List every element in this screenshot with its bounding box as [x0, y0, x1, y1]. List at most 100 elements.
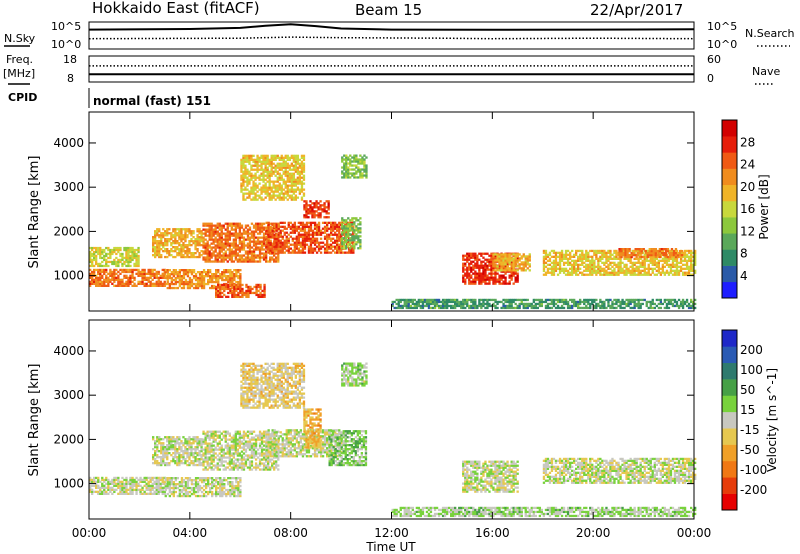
heat-cell — [137, 264, 140, 268]
heat-cell — [296, 188, 300, 191]
heat-cell — [617, 257, 620, 260]
heat-cell — [113, 278, 116, 281]
heat-cell — [127, 258, 130, 262]
heat-cell — [260, 192, 263, 195]
heat-cell — [325, 200, 328, 203]
heat-cell — [674, 254, 678, 257]
heat-cell — [239, 289, 242, 293]
heat-cell — [544, 265, 548, 268]
heat-cell — [353, 174, 356, 177]
heat-cell — [182, 280, 186, 284]
heat-cell — [208, 230, 211, 233]
heat-cell — [687, 257, 691, 260]
heat-cell — [256, 168, 259, 171]
heat-cell — [435, 300, 439, 304]
heat-cell — [552, 269, 556, 272]
heat-cell — [265, 221, 268, 224]
heat-cell — [164, 250, 167, 253]
heat-cell — [237, 271, 240, 274]
heat-cell — [514, 261, 517, 264]
noise-right-bottom: 10^0 — [707, 38, 737, 51]
heat-cell — [341, 219, 344, 222]
heat-cell — [109, 490, 112, 493]
heat-cell — [542, 273, 546, 276]
heat-cell — [290, 188, 294, 191]
heat-cell — [271, 251, 274, 254]
heat-cell — [618, 250, 621, 253]
heat-cell — [182, 282, 186, 286]
heat-cell — [587, 267, 590, 270]
heat-cell — [178, 230, 181, 233]
heat-cell — [603, 263, 606, 266]
heat-cell — [107, 256, 110, 260]
heat-cell — [184, 232, 187, 235]
heat-cell — [294, 162, 298, 165]
heat-cell — [313, 210, 316, 213]
heat-cell — [206, 222, 209, 225]
heat-cell — [637, 269, 640, 272]
heat-cell — [152, 248, 155, 251]
heat-cell — [121, 482, 124, 485]
heat-cell — [280, 184, 283, 187]
heat-cell — [315, 210, 318, 213]
heat-cell — [593, 267, 596, 270]
heat-cell — [655, 265, 659, 268]
heat-cell — [488, 264, 491, 267]
heat-cell — [448, 298, 451, 302]
heat-cell — [184, 240, 187, 243]
heat-cell — [273, 258, 276, 261]
heat-cell — [480, 260, 483, 263]
heat-cell — [271, 223, 274, 226]
heat-cell — [663, 298, 667, 302]
heat-cell — [233, 291, 236, 295]
heat-cell — [268, 174, 271, 177]
heat-cell — [546, 253, 550, 256]
heat-cell — [274, 198, 277, 201]
heat-cell — [290, 182, 294, 185]
heat-cell — [685, 273, 689, 276]
heat-cell — [494, 263, 497, 266]
heat-cell — [429, 300, 433, 304]
heat-cell — [272, 192, 275, 195]
heat-cell — [599, 306, 602, 310]
heat-cell — [571, 298, 574, 302]
heat-cell — [526, 267, 529, 270]
heat-cell — [647, 300, 650, 304]
heat-cell — [137, 246, 140, 250]
heat-cell — [109, 254, 112, 258]
heat-cell — [650, 255, 653, 259]
heat-cell — [240, 190, 243, 193]
heat-cell — [247, 295, 250, 298]
heat-cell — [210, 238, 213, 241]
heat-cell — [622, 252, 625, 255]
heat-cell — [302, 156, 306, 159]
heat-cell — [178, 275, 182, 278]
heat-cell — [291, 231, 295, 234]
heat-cell — [597, 263, 600, 266]
heat-cell — [291, 239, 295, 242]
heat-cell — [595, 269, 598, 272]
heat-cell — [677, 273, 681, 276]
heat-cell — [121, 258, 124, 262]
heat-cell — [224, 250, 227, 253]
heat-cell — [474, 306, 477, 310]
heat-cell — [482, 268, 485, 271]
heat-cell — [196, 228, 199, 231]
heat-cell — [226, 238, 229, 241]
heat-cell — [347, 233, 350, 236]
heat-cell — [678, 254, 682, 257]
heat-cell — [349, 160, 352, 163]
heat-cell — [641, 259, 644, 262]
heat-cell — [202, 269, 206, 272]
heat-cell — [443, 304, 447, 308]
heat-cell — [484, 272, 487, 275]
heat-cell — [478, 264, 481, 267]
heat-cell — [212, 234, 215, 237]
heat-cell — [407, 306, 410, 310]
heat-cell — [204, 260, 207, 263]
heat-cell — [252, 196, 255, 199]
heat-cell — [492, 298, 495, 302]
heat-cell — [317, 241, 321, 244]
heat-cell — [277, 260, 280, 263]
heat-cell — [441, 304, 445, 308]
